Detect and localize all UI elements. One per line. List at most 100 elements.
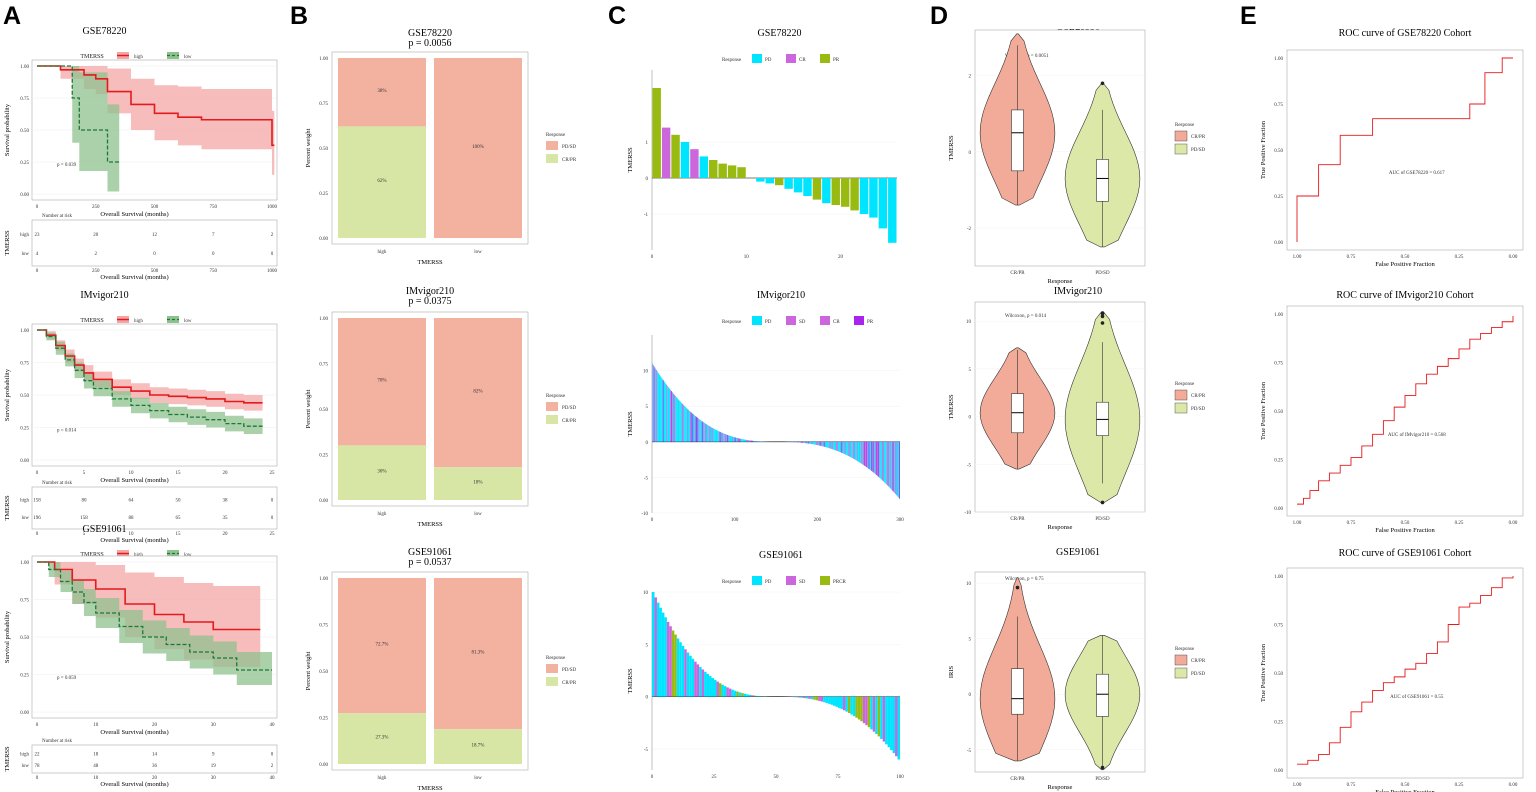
waterfall-bar — [747, 440, 749, 442]
km-risk-ylabel: TMERSS — [4, 230, 11, 256]
waterfall-bar — [869, 441, 871, 470]
waterfall-bar — [800, 696, 804, 698]
stacked-label-pdsd: 82% — [473, 390, 482, 395]
violin-legend-key-pdsd — [1174, 143, 1188, 155]
waterfall-bar — [803, 441, 805, 443]
waterfall-bar — [714, 429, 716, 442]
waterfall-bar — [878, 178, 888, 229]
km-risk-high-value: 12 — [152, 233, 158, 238]
stacked-pvalue: p = 0.0537 — [408, 557, 451, 568]
km-ytick: 0.50 — [20, 394, 29, 399]
waterfall-bar — [736, 437, 738, 442]
waterfall-bar — [892, 696, 896, 754]
waterfall-bar — [880, 441, 882, 480]
waterfall-bar — [654, 367, 656, 442]
violin-box — [1096, 159, 1109, 202]
waterfall-bar — [895, 441, 896, 494]
stacked-legend-title: Response — [546, 394, 566, 399]
waterfall-bar — [796, 441, 798, 443]
waterfall-bar — [752, 440, 754, 442]
waterfall-bar — [885, 441, 887, 485]
stacked-title: IMvigor210 — [406, 286, 454, 297]
stacked-legend-key-pdsd — [546, 664, 558, 673]
km-xtick: 0 — [36, 471, 39, 476]
waterfall-bar — [743, 439, 745, 442]
roc-ytick: 0.50 — [1274, 672, 1283, 677]
waterfall-xtick: 0 — [651, 775, 654, 780]
waterfall-bar — [855, 696, 858, 718]
waterfall-bar — [898, 441, 900, 498]
waterfall-bar — [685, 407, 687, 442]
km-ytick: 0.75 — [20, 599, 29, 604]
km-risk-xtick: 0 — [36, 532, 39, 537]
km-risk-high-value: 18 — [93, 752, 99, 757]
waterfall-bar — [664, 617, 667, 697]
km-ytick: 1.00 — [20, 65, 29, 70]
waterfall-bar — [848, 441, 850, 457]
waterfall-bar — [801, 441, 803, 443]
waterfall-bar — [709, 426, 711, 442]
roc-ytick: 0.50 — [1274, 410, 1283, 415]
waterfall-bar — [890, 696, 893, 751]
waterfall-bar — [698, 418, 700, 442]
km-risk-low-value: 35 — [223, 516, 229, 521]
waterfall-xtick: 20 — [838, 255, 844, 260]
waterfall-xtick: 0 — [651, 518, 654, 523]
km-ytick: 0.00 — [20, 459, 29, 464]
km-xtick: 250 — [92, 205, 100, 210]
km-risk-low-value: 0 — [271, 252, 274, 257]
waterfall-bar — [730, 436, 732, 442]
waterfall-bar — [839, 441, 841, 453]
km-risk-xtick: 0 — [36, 776, 39, 781]
waterfall-bar — [846, 441, 848, 456]
waterfall-bar — [865, 696, 868, 726]
stacked-ytick: 0.50 — [319, 670, 328, 675]
km-risk-high-value: 2 — [271, 233, 274, 238]
stacked-ytick: 0.25 — [319, 717, 328, 722]
waterfall-bar — [727, 434, 729, 442]
waterfall-legend-key-PD — [752, 576, 762, 585]
waterfall-bar — [877, 696, 881, 737]
waterfall-bar — [830, 441, 832, 449]
roc-ytick: 1.00 — [1274, 313, 1283, 318]
waterfall-legend-title: Response — [722, 580, 742, 585]
panel-label-c: C — [608, 2, 626, 30]
waterfall-bar — [895, 696, 898, 757]
waterfall-legend-PRCR: PRCR — [833, 580, 846, 585]
waterfall-bar — [721, 684, 724, 697]
waterfall-xtick: 75 — [836, 775, 842, 780]
waterfall-bar — [745, 439, 747, 442]
roc-auc: AUC of GSE78220 = 0.617 — [1389, 171, 1445, 176]
waterfall-bar — [850, 178, 859, 211]
waterfall-bar — [736, 691, 739, 697]
waterfall-legend-PD: PD — [765, 580, 772, 585]
waterfall-legend-key-PRCR — [820, 576, 830, 585]
stacked-bar-crpr — [338, 126, 426, 238]
km-risk-row-low: low — [22, 764, 30, 769]
waterfall-bar — [666, 385, 668, 442]
km-risk-frame — [31, 744, 278, 774]
waterfall-bar — [658, 373, 660, 442]
waterfall-bar — [860, 696, 863, 722]
waterfall-bar — [726, 434, 728, 442]
violin-legend-key-crpr — [1174, 130, 1188, 142]
waterfall-bar — [709, 426, 710, 442]
waterfall-bar — [857, 696, 861, 720]
km-risk-xtick: 20 — [152, 776, 158, 781]
roc-auc: AUC of GSE91061 = 0.55 — [1390, 695, 1444, 700]
waterfall-bar — [897, 441, 899, 497]
waterfall-bar — [877, 441, 879, 477]
km-ylabel: Survival probability — [4, 103, 11, 156]
waterfall-bar — [869, 178, 878, 218]
waterfall-bar — [816, 441, 818, 446]
roc-xtick: 0.25 — [1455, 255, 1464, 260]
waterfall-bar — [673, 394, 675, 442]
km-risk-high-value: 0 — [271, 499, 274, 504]
stacked-legend-pdsd: PD/SD — [562, 406, 577, 411]
waterfall-bar — [724, 434, 726, 442]
stacked-ylabel: Percent weight — [305, 128, 312, 167]
violin-ytick: -10 — [964, 511, 971, 516]
stacked-bar-pdsd — [338, 318, 426, 446]
waterfall-bar — [795, 696, 799, 698]
